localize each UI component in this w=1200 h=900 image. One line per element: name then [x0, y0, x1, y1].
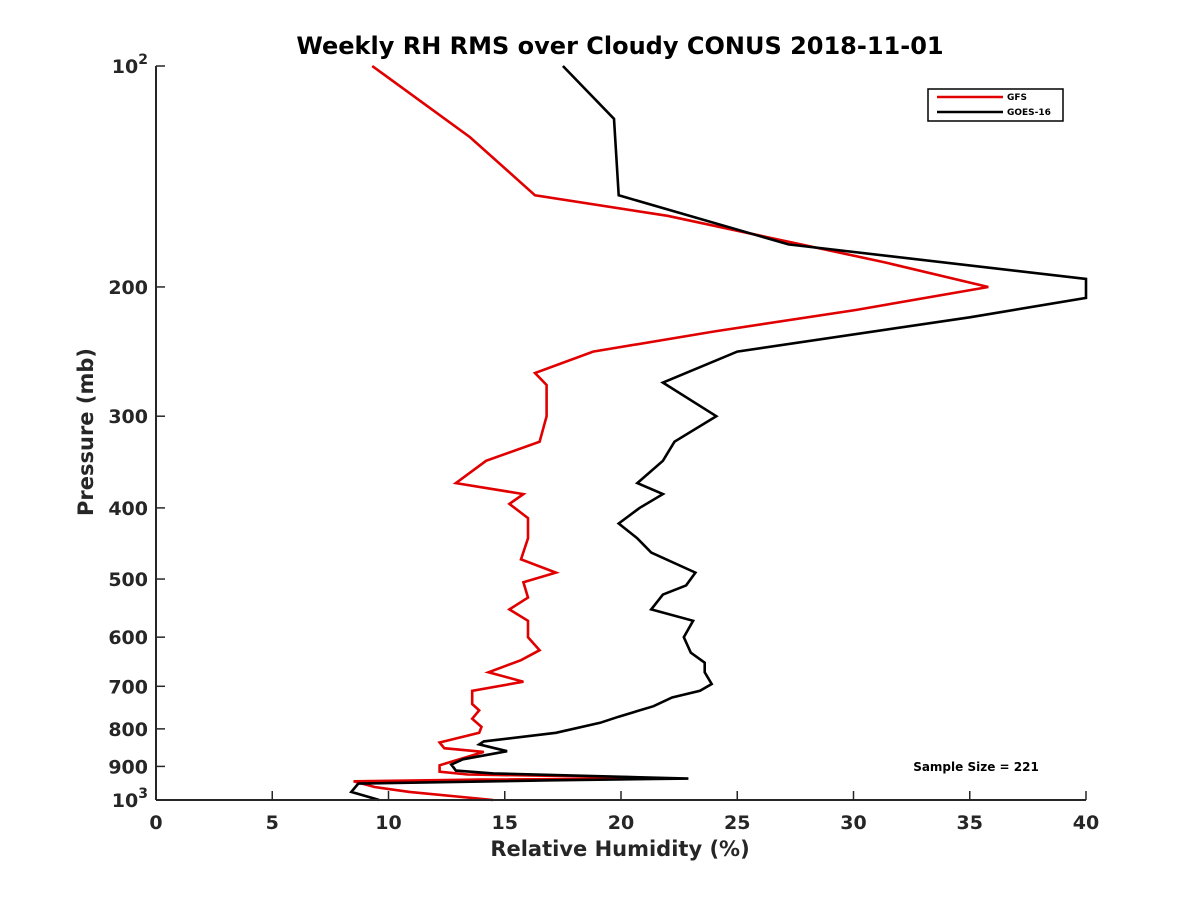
series-line-goes16: [349, 65, 1088, 802]
y-tick-label: 102: [112, 52, 148, 78]
legend: GFS GOES-16: [927, 88, 1064, 122]
legend-label-gfs: GFS: [1007, 93, 1027, 103]
legend-box: [927, 88, 1064, 122]
y-tick-label: 103: [112, 786, 148, 812]
x-tick-label: 35: [957, 812, 983, 834]
y-tick-label: 900: [108, 756, 148, 778]
x-tick-label: 5: [266, 812, 279, 834]
x-tick-label: 30: [840, 812, 866, 834]
chart-title: Weekly RH RMS over Cloudy CONUS 2018-11-…: [296, 32, 943, 60]
y-axis-label: Pressure (mb): [74, 348, 98, 516]
y-tick-label: 200: [108, 277, 148, 299]
axes-layer: 0 5 10 15 20 25 30 35 40 102 200 300 400 500 600 700 800…: [108, 52, 1099, 834]
x-axis-label: Relative Humidity (%): [490, 837, 749, 861]
series-layer: [349, 64, 1088, 802]
x-tick-label: 10: [375, 812, 401, 834]
x-tick-label: 40: [1073, 812, 1099, 834]
y-tick-label: 500: [108, 569, 148, 591]
plot-area: 0 5 10 15 20 25 30 35 40 102 200 300 400 500 600 700 800…: [108, 52, 1099, 834]
series-line-gfs: [353, 64, 989, 802]
x-tick-label: 25: [724, 812, 750, 834]
y-tick-label: 400: [108, 498, 148, 520]
y-tick-label: 300: [108, 406, 148, 428]
y-tick-label: 700: [108, 676, 148, 698]
x-tick-label: 15: [492, 812, 518, 834]
legend-label-goes16: GOES-16: [1007, 108, 1051, 118]
sample-size-annotation: Sample Size = 221: [913, 760, 1039, 774]
x-tick-label: 20: [608, 812, 634, 834]
y-tick-label: 800: [108, 719, 148, 741]
y-tick-label: 600: [108, 627, 148, 649]
x-tick-label: 0: [149, 812, 162, 834]
